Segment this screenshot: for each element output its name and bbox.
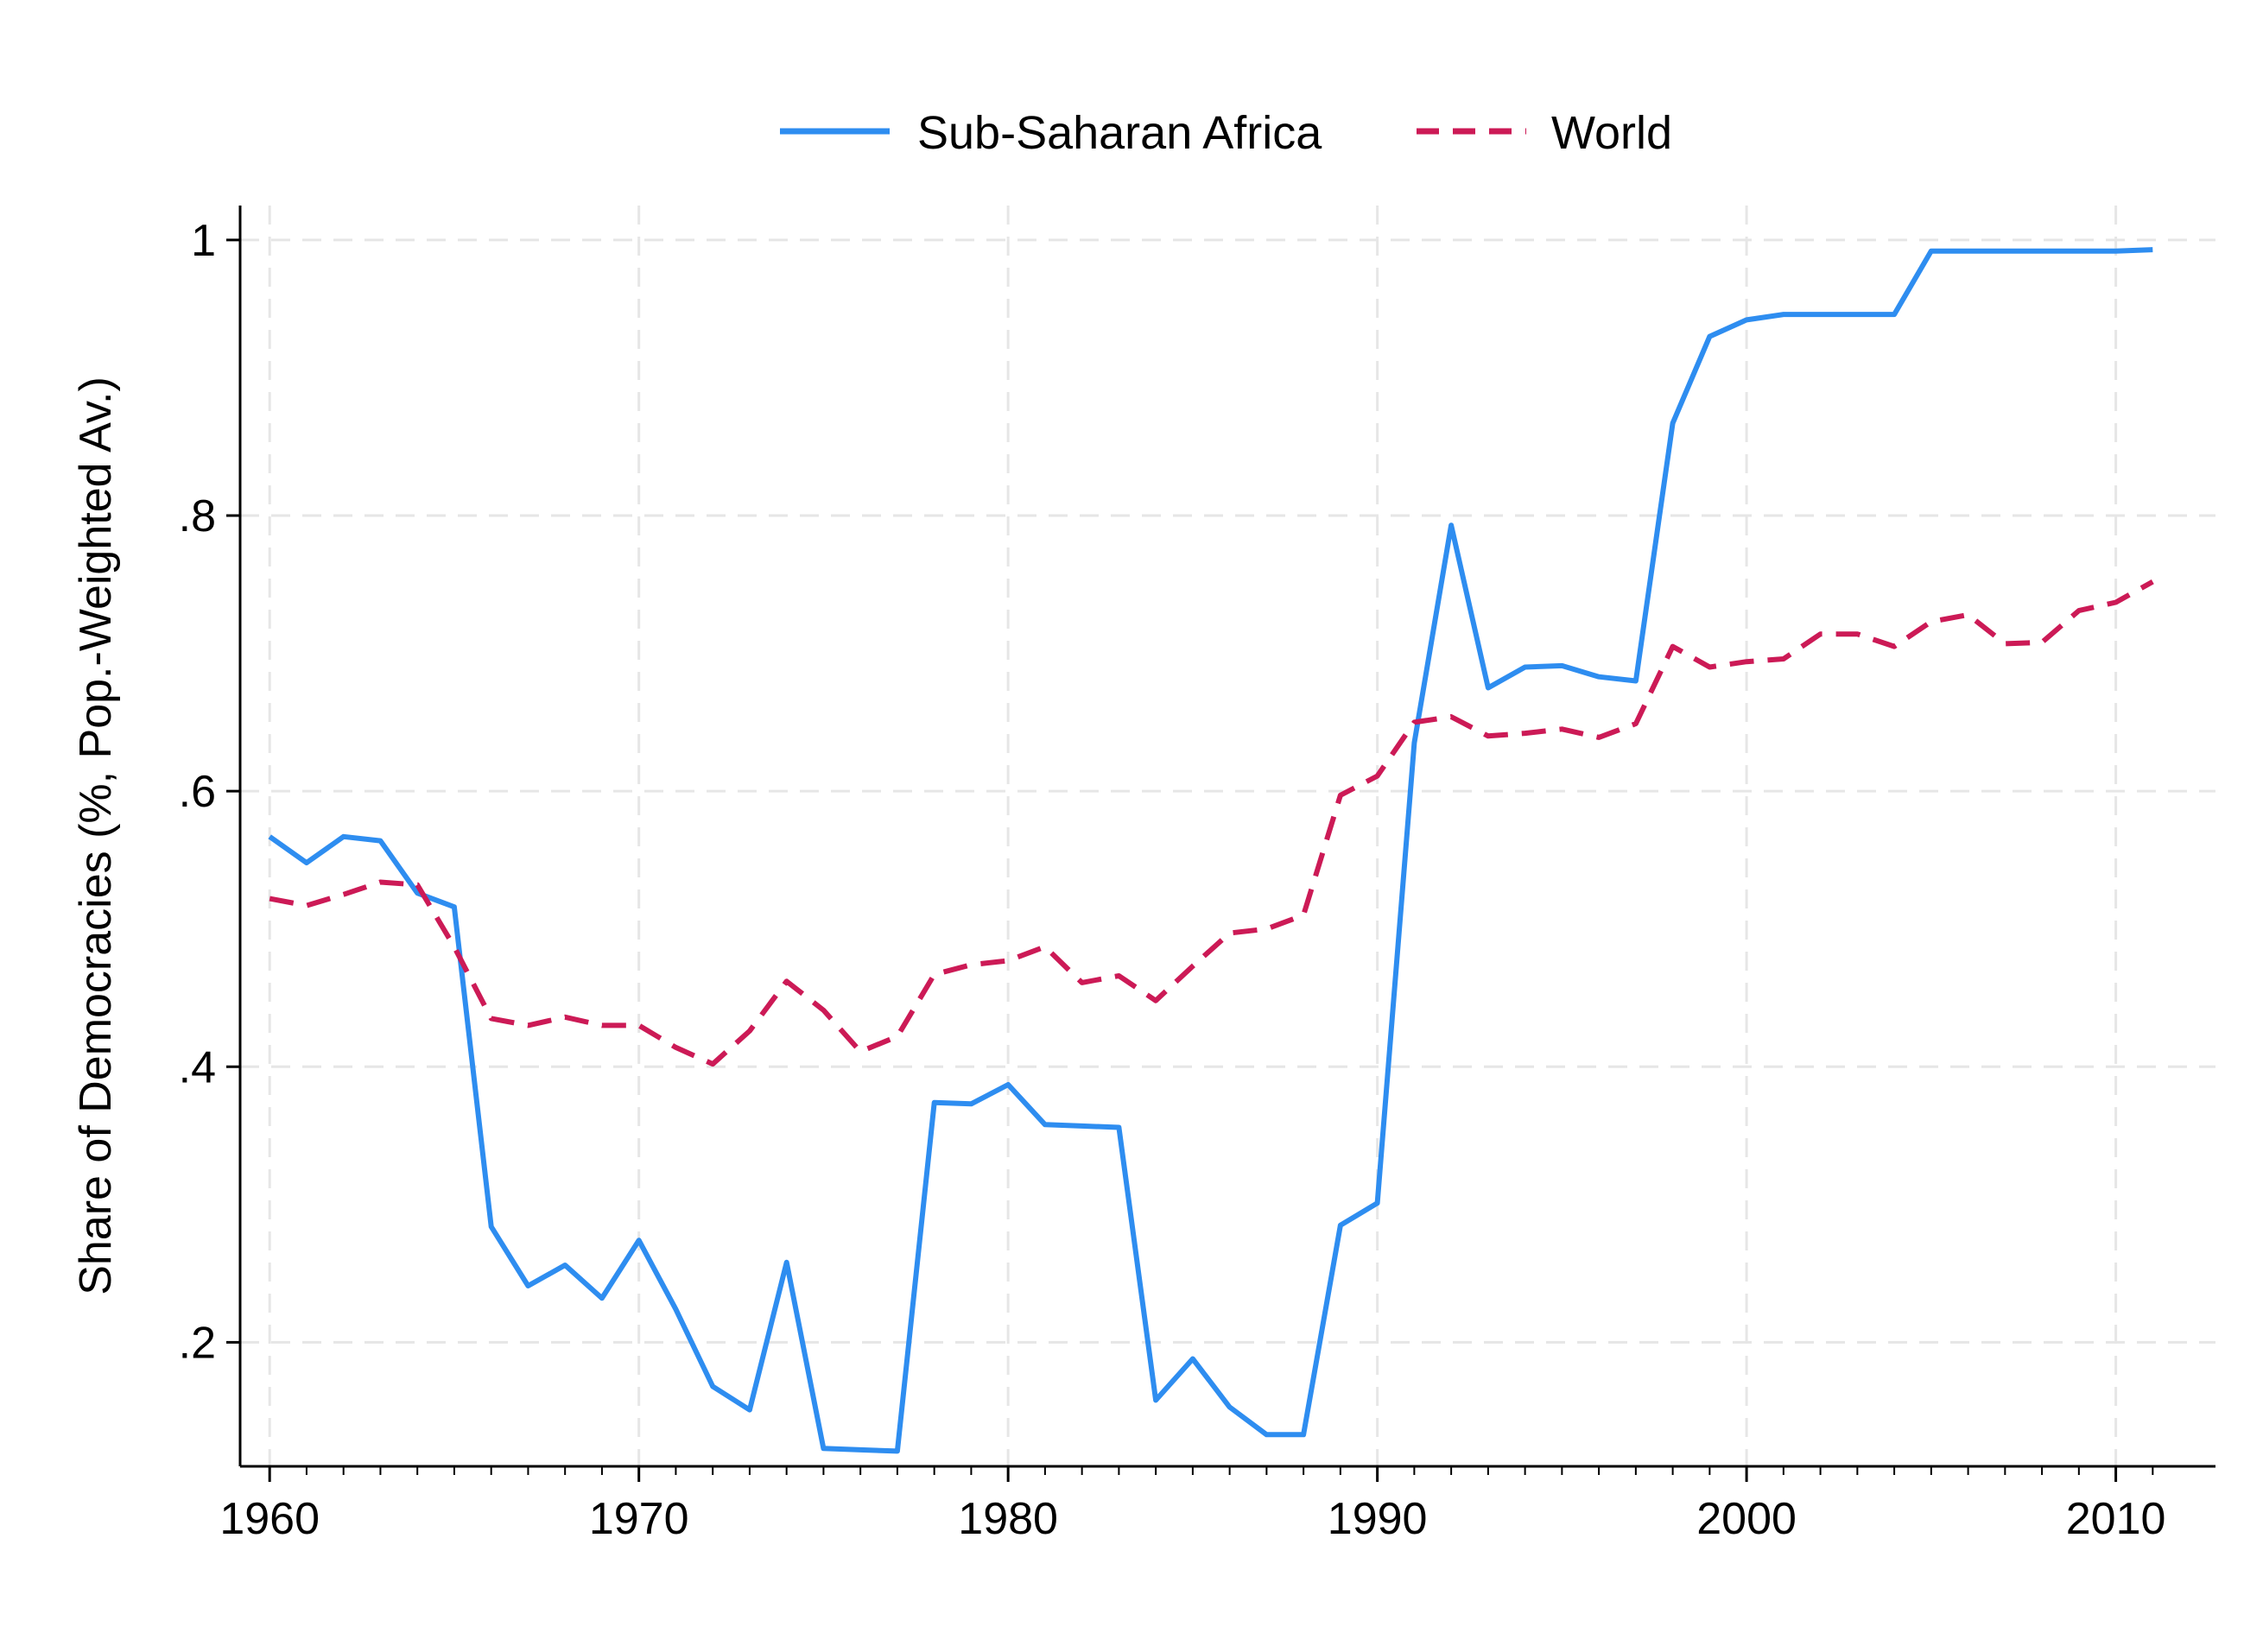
x-tick-label: 2000 (1696, 1494, 1797, 1544)
legend: Sub-Saharan Africa World (780, 107, 1672, 159)
x-tick-label: 1970 (589, 1494, 689, 1544)
x-tick-label: 1980 (958, 1494, 1058, 1544)
y-tick-label: .2 (179, 1318, 216, 1368)
y-tick-label: .8 (179, 491, 216, 541)
series (268, 247, 2154, 1454)
x-ticks: 1960 1970 1980 1990 2000 2010 (219, 1466, 2165, 1544)
x-tick-label: 1990 (1328, 1494, 1428, 1544)
series-line-sub-saharan-africa (268, 247, 2153, 1454)
axes (238, 206, 2215, 1468)
y-tick-label: .4 (179, 1042, 216, 1092)
y-tick-label: .6 (179, 767, 216, 817)
legend-label-world: World (1551, 107, 1672, 159)
x-tick-label: 2010 (2066, 1494, 2166, 1544)
legend-label-sub-saharan-africa: Sub-Saharan Africa (917, 107, 1322, 159)
series-line-world (269, 579, 2154, 1067)
y-axis-title: Share of Democracies (%, Pop.-Weighted A… (71, 377, 121, 1295)
grid-lines (240, 206, 2215, 1466)
x-tick-label: 1960 (219, 1494, 320, 1544)
y-tick-label: 1 (191, 216, 216, 266)
y-ticks: .2 .4 .6 .8 1 (179, 216, 240, 1368)
